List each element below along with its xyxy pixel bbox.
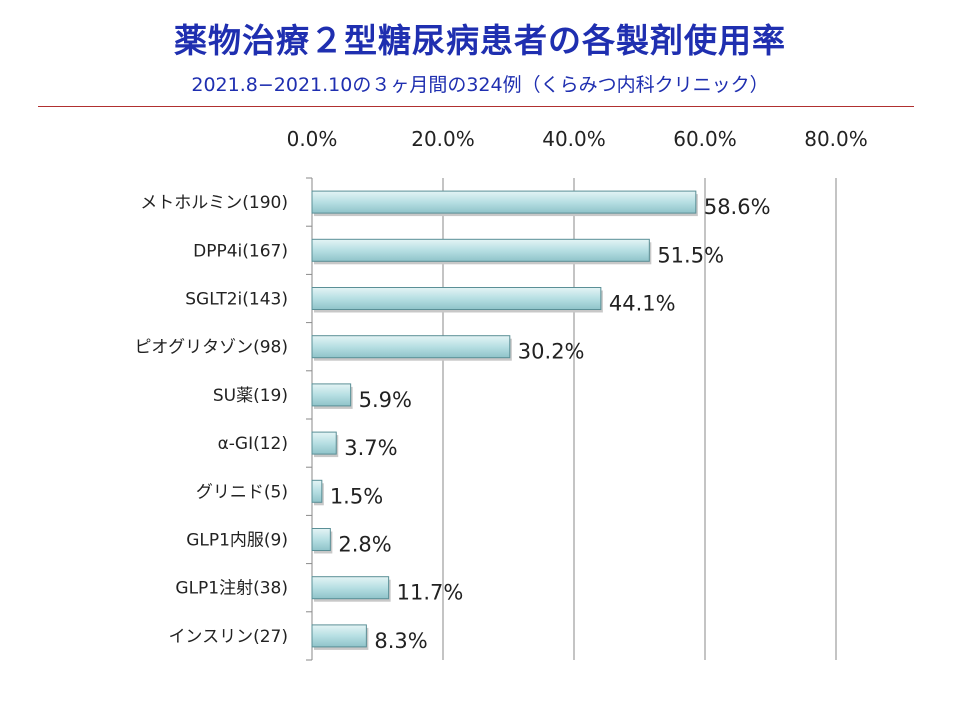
category-labels: メトホルミン(190) DPP4i(167) SGLT2i(143) ピオグリタゾン(… xyxy=(134,193,288,647)
data-label: 51.5% xyxy=(657,243,724,267)
x-tick-label: 0.0% xyxy=(287,127,338,151)
data-label: 58.6% xyxy=(704,195,771,219)
bar xyxy=(311,383,352,407)
bar xyxy=(311,238,650,262)
x-tick-label: 40.0% xyxy=(542,127,606,151)
category-label: SU薬(19) xyxy=(213,386,288,406)
x-tick-label: 60.0% xyxy=(673,127,737,151)
category-label: GLP1注射(38) xyxy=(175,579,288,599)
data-label: 5.9% xyxy=(359,388,412,412)
data-label: 8.3% xyxy=(374,629,427,653)
x-axis-tick-labels: 0.0% 20.0% 40.0% 60.0% 80.0% xyxy=(287,127,868,151)
chart-subtitle: 2021.8−2021.10の３ヶ月間の324例（くらみつ内科クリニック） xyxy=(191,74,769,96)
bar xyxy=(311,287,602,310)
category-label: グリニド(5) xyxy=(196,482,288,502)
x-tick-label: 20.0% xyxy=(411,127,475,151)
data-labels: 58.6% 51.5% 44.1% 30.2% 5.9% 3.7% 1.5% 2.8%11.7… xyxy=(330,195,771,653)
category-label: ピオグリタゾン(98) xyxy=(134,338,288,358)
bar xyxy=(311,624,367,648)
bar xyxy=(311,190,697,214)
bar xyxy=(311,431,337,455)
x-tick-label: 80.0% xyxy=(804,127,868,151)
category-label: インスリン(27) xyxy=(168,627,288,647)
category-label: SGLT2i(143) xyxy=(185,290,288,310)
title-divider xyxy=(38,106,914,107)
data-label: 44.1% xyxy=(609,292,676,316)
category-label: メトホルミン(190) xyxy=(140,193,288,213)
bar xyxy=(311,528,331,551)
bar xyxy=(311,335,511,359)
data-label: 3.7% xyxy=(344,436,397,460)
category-label: GLP1内服(9) xyxy=(186,531,288,551)
category-label: DPP4i(167) xyxy=(193,241,288,261)
bar xyxy=(311,576,390,600)
data-label: 11.7% xyxy=(397,581,464,605)
bar xyxy=(311,479,323,503)
data-label: 30.2% xyxy=(518,340,585,364)
chart-title: 薬物治療２型糖尿病患者の各製剤使用率 xyxy=(174,21,786,60)
bars xyxy=(311,190,698,650)
data-label: 2.8% xyxy=(338,533,391,557)
data-label: 1.5% xyxy=(330,484,383,508)
category-label: α-GI(12) xyxy=(218,434,288,454)
